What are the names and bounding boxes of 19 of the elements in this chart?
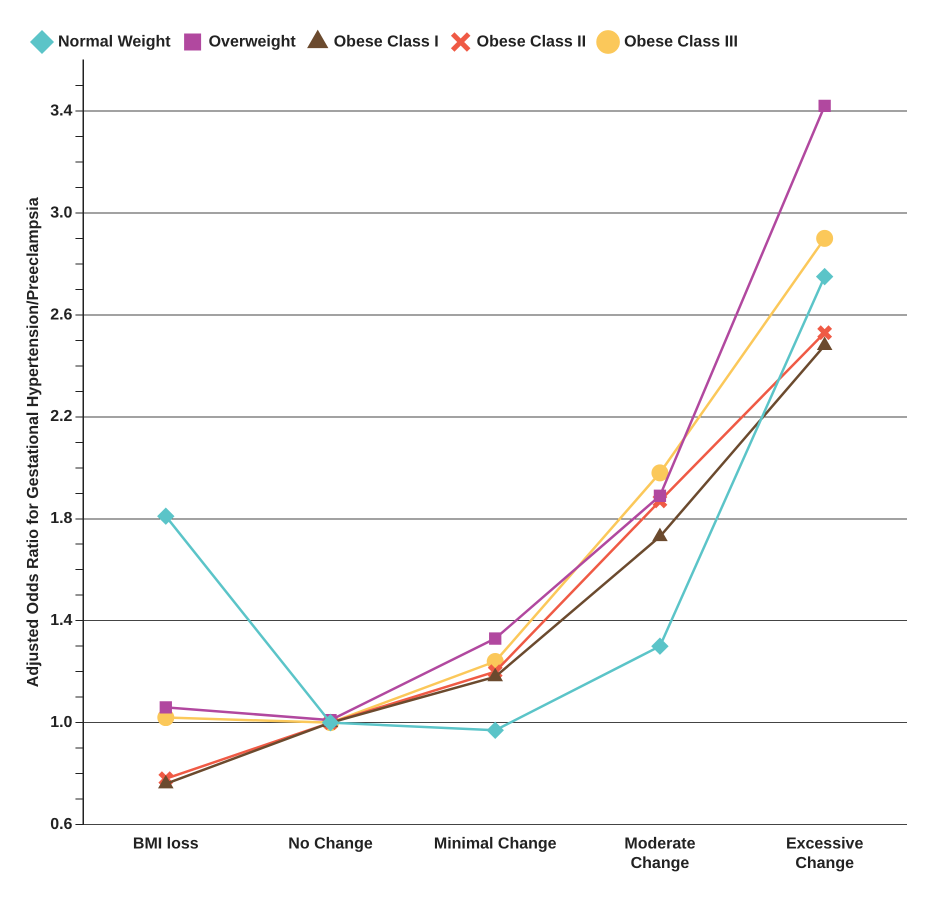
- legend-label: Obese Class I: [334, 33, 439, 50]
- y-tick-label: 1.0: [50, 714, 73, 732]
- y-tick-label: 2.6: [50, 306, 73, 324]
- x-tick-label: No Change: [288, 836, 373, 853]
- x-tick-label: Excessive Change: [786, 836, 864, 872]
- y-tick-label: 1.4: [50, 612, 73, 630]
- y-tick-label: 0.6: [50, 816, 73, 834]
- x-tick-label: BMI loss: [132, 836, 199, 853]
- legend-label: Obese Class III: [624, 33, 738, 50]
- legend-label: Normal Weight: [58, 33, 172, 50]
- x-tick-label: Moderate Change: [624, 836, 696, 872]
- legend-label: Obese Class II: [476, 33, 586, 50]
- y-tick-label: 3.0: [50, 204, 73, 222]
- legend-label: Overweight: [208, 33, 296, 50]
- y-tick-label: 3.4: [50, 102, 73, 120]
- y-tick-label: 2.2: [50, 408, 73, 426]
- x-tick-label: Minimal Change: [434, 836, 557, 853]
- y-axis-title: Adjusted Odds Ratio for Gestational Hypertension/Preeclampsia: [25, 197, 42, 688]
- y-tick-label: 1.8: [50, 510, 73, 528]
